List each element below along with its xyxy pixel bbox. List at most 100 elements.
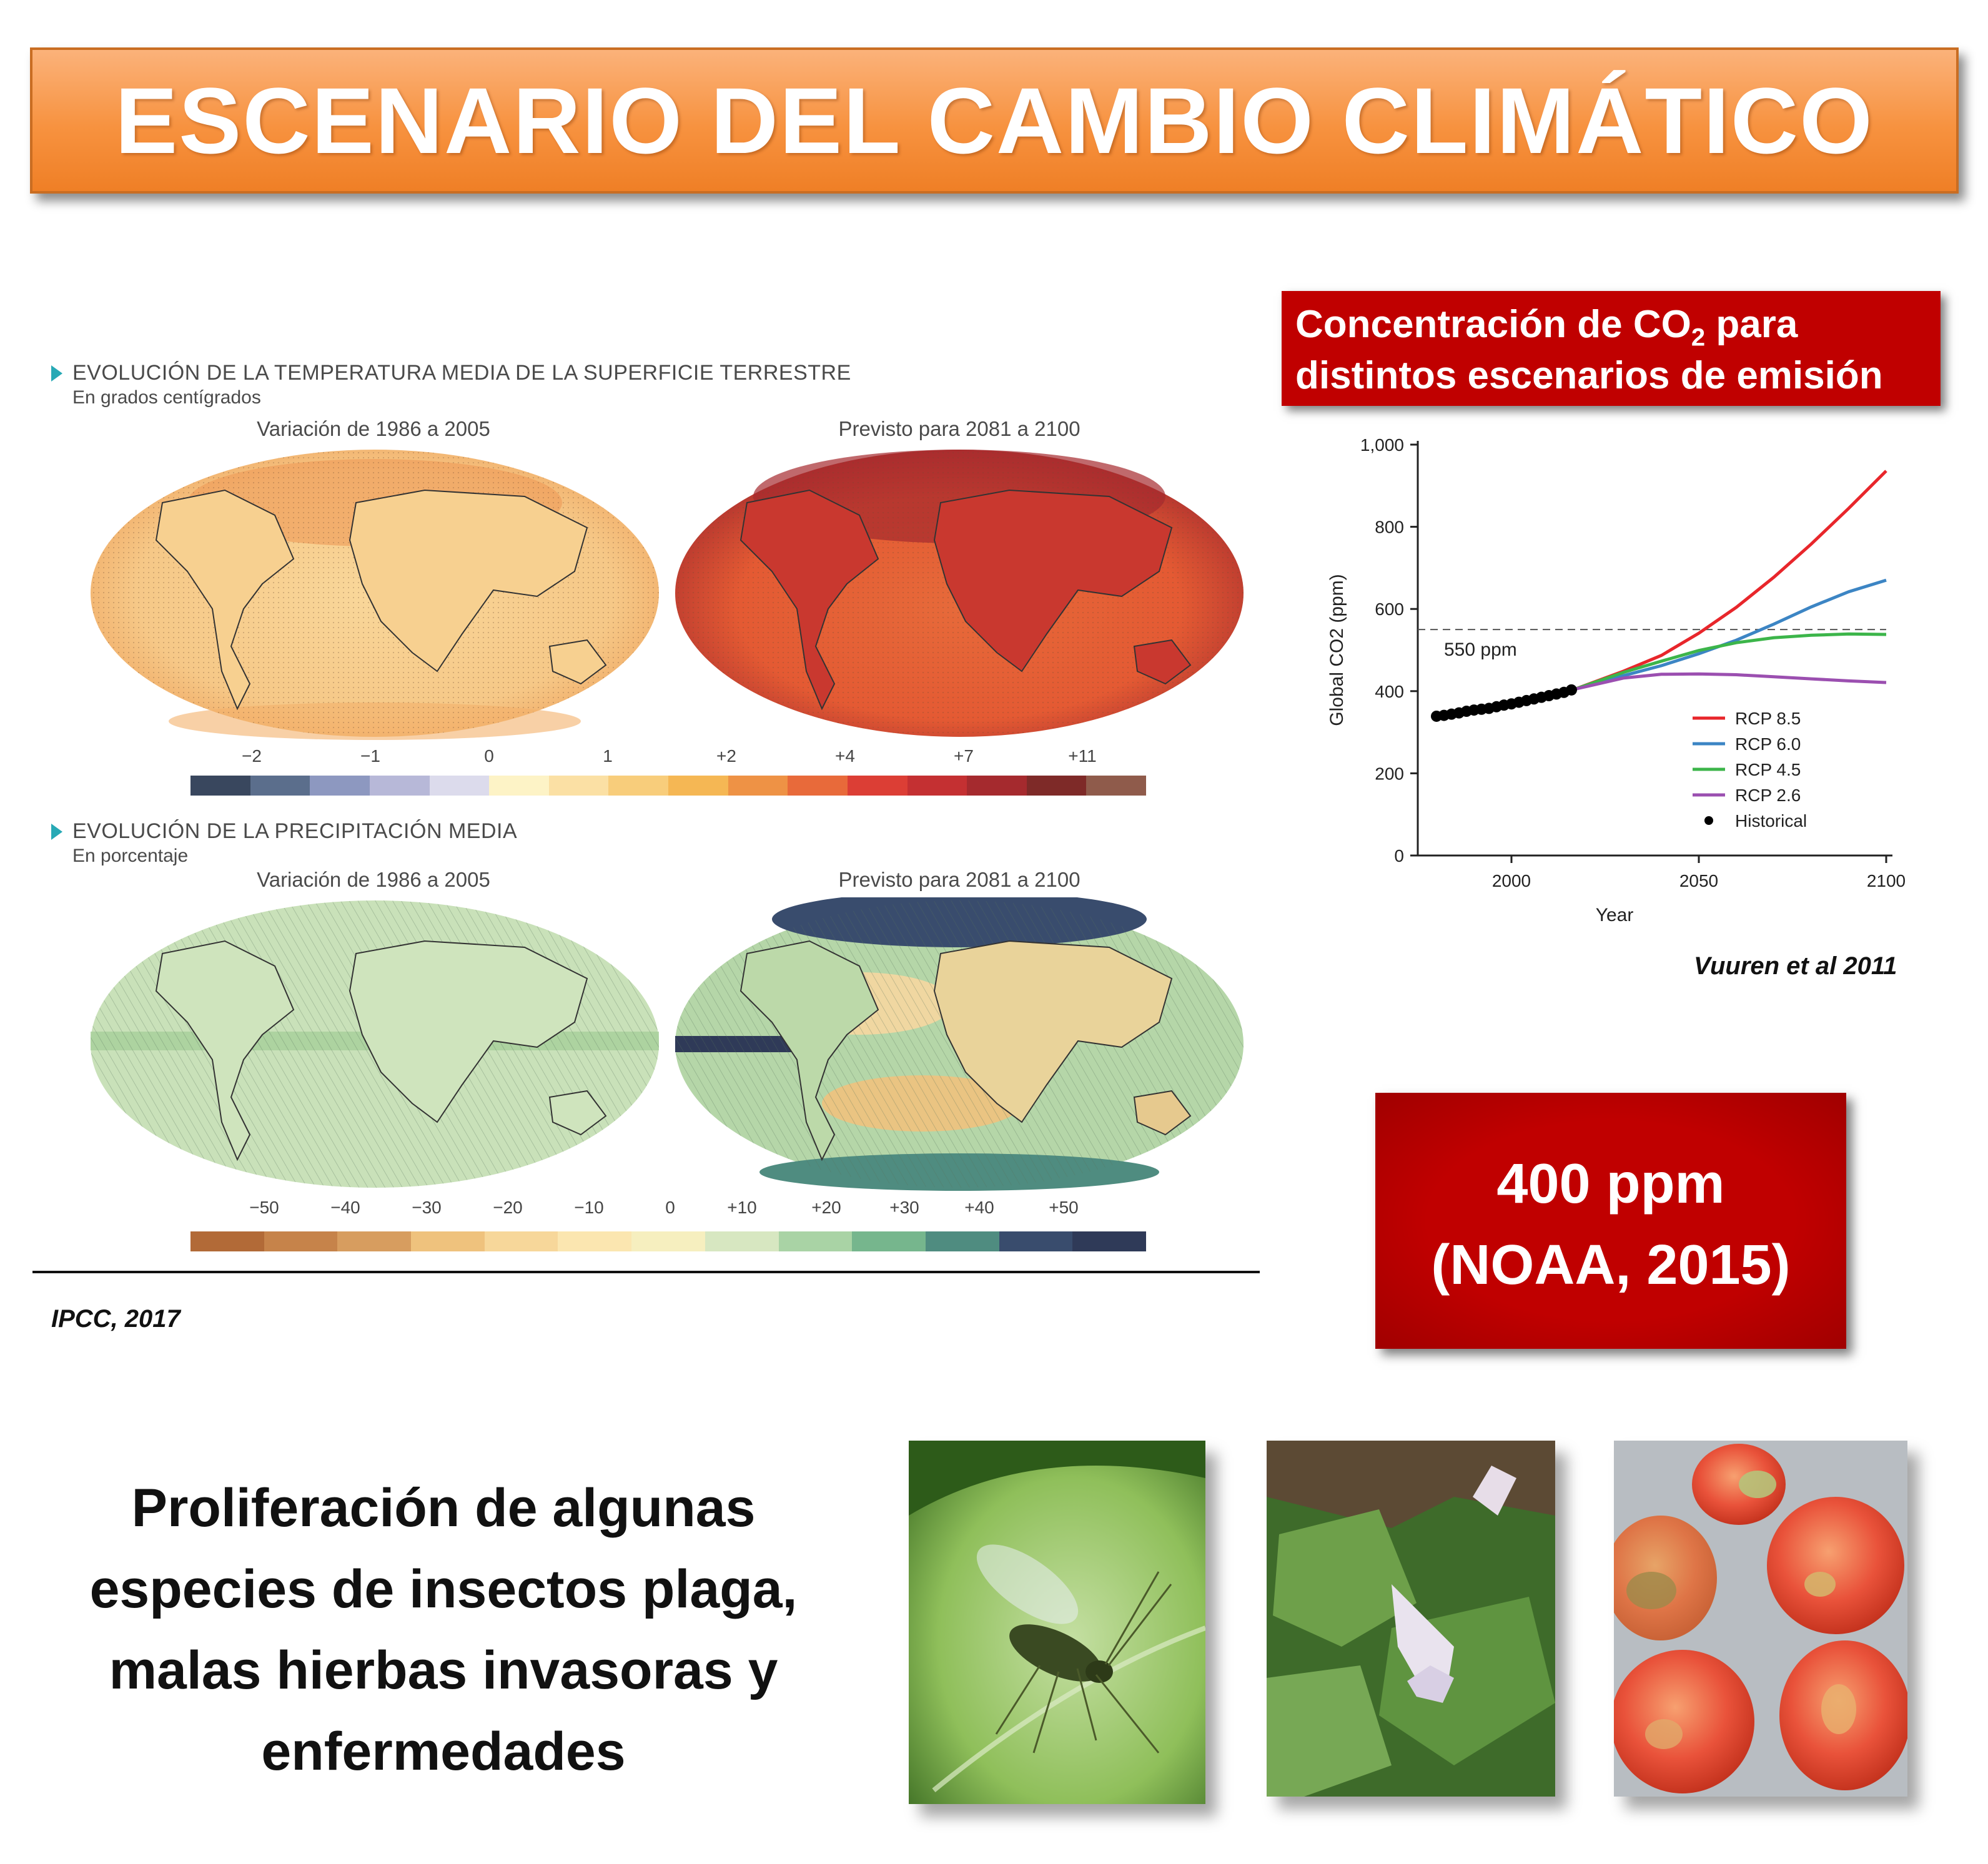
colorbar-swatch: [788, 776, 848, 796]
ppm-value: 400 ppm: [1496, 1153, 1725, 1215]
colorbar-swatch: [608, 776, 668, 796]
historical-point: [1566, 684, 1577, 696]
page-title: ESCENARIO DEL CAMBIO CLIMÁTICO: [115, 67, 1874, 173]
colorbar-swatch: [925, 1231, 999, 1251]
ipcc-source: IPCC, 2017: [51, 1305, 181, 1333]
reference-line-label: 550 ppm: [1444, 639, 1517, 660]
colorbar-swatch: [250, 776, 310, 796]
precip-colorbar: [190, 1231, 1146, 1251]
colorbar-swatch: [668, 776, 728, 796]
temp-heading: EVOLUCIÓN DE LA TEMPERATURA MEDIA DE LA …: [72, 361, 851, 385]
statement-line: enfermedades: [261, 1722, 626, 1782]
precip-map-historical: [91, 900, 659, 1188]
colorbar-swatch: [1086, 776, 1146, 796]
colorbar-swatch: [1072, 1231, 1146, 1251]
title-banner: ESCENARIO DEL CAMBIO CLIMÁTICO: [30, 47, 1959, 194]
temp-tick: +2: [716, 746, 736, 766]
temp-tick: 1: [603, 746, 613, 766]
colorbar-swatch: [728, 776, 788, 796]
temp-tick: +7: [954, 746, 974, 766]
colorbar-swatch: [558, 1231, 632, 1251]
diseased-tomatoes-photo: [1614, 1441, 1907, 1797]
section-arrow-icon: [51, 824, 62, 840]
colorbar-swatch: [847, 776, 907, 796]
series-line-rcp26: [1575, 672, 1887, 691]
colorbar-swatch: [778, 1231, 853, 1251]
colorbar-swatch: [852, 1231, 926, 1251]
temp-caption-right: Previsto para 2081 a 2100: [838, 417, 1081, 440]
colorbar-swatch: [489, 776, 549, 796]
precip-tick: +50: [1049, 1198, 1079, 1217]
temp-units: En grados centígrados: [72, 387, 261, 408]
co2-line-chart: 0 200 400 600 800 1,000 2000 2050 2100 Year Global…: [1327, 435, 1906, 925]
colorbar-swatch: [310, 776, 370, 796]
colorbar-swatch: [907, 776, 967, 796]
datura-weed-photo: [1267, 1441, 1555, 1797]
legend-swatch: [1704, 816, 1713, 825]
ipcc-figure: EVOLUCIÓN DE LA TEMPERATURA MEDIA DE LA …: [0, 0, 1274, 1374]
temp-tick: −2: [242, 746, 262, 766]
precip-tick: −50: [249, 1198, 279, 1217]
temp-map-projected: [675, 450, 1244, 737]
co2-heading-pre: Concentración de CO: [1295, 303, 1691, 346]
legend-label: Historical: [1735, 811, 1807, 831]
y-tick-label: 200: [1375, 764, 1404, 783]
colorbar-swatch: [1026, 776, 1087, 796]
ppm-source: (NOAA, 2015): [1431, 1234, 1791, 1296]
legend-label: RCP 4.5: [1735, 760, 1801, 779]
co2-heading-sub: 2: [1691, 323, 1706, 352]
colorbar-swatch: [411, 1231, 485, 1251]
precip-tick: −40: [330, 1198, 360, 1217]
precip-scale-ticks: −50 −40 −30 −20 −10 0 +10 +20 +30 +40 +5…: [0, 1198, 1249, 1223]
precip-tick: +30: [889, 1198, 919, 1217]
colorbar-swatch: [264, 1231, 338, 1251]
statement-line: malas hierbas invasoras y: [109, 1640, 778, 1700]
precip-tick: 0: [665, 1198, 675, 1217]
legend-label: RCP 6.0: [1735, 734, 1801, 754]
colorbar-swatch: [337, 1231, 412, 1251]
y-tick-label: 600: [1375, 599, 1404, 619]
colorbar-swatch: [190, 1231, 264, 1251]
series-line-rcp85: [1575, 470, 1887, 691]
precip-caption-right: Previsto para 2081 a 2100: [838, 868, 1081, 891]
co2-heading-line2: distintos escenarios de emisión: [1295, 354, 1883, 397]
colorbar-swatch: [705, 1231, 779, 1251]
colorbar-swatch: [631, 1231, 705, 1251]
precip-tick: −20: [493, 1198, 523, 1217]
aphid-photo: [909, 1441, 1205, 1804]
x-axis-label: Year: [1596, 905, 1634, 925]
precip-tick: +40: [964, 1198, 994, 1217]
colorbar-swatch: [429, 776, 490, 796]
precip-units: En porcentaje: [72, 846, 189, 866]
colorbar-swatch: [369, 776, 430, 796]
ppm-highlight-box: 400 ppm (NOAA, 2015): [1375, 1093, 1846, 1349]
colorbar-swatch: [484, 1231, 558, 1251]
temp-tick: +11: [1068, 746, 1097, 766]
section-arrow-icon: [51, 365, 62, 382]
y-tick-label: 1,000: [1360, 435, 1404, 455]
series-line-rcp45: [1575, 632, 1887, 691]
co2-heading-box: Concentración de CO2 para distintos esce…: [1282, 291, 1941, 406]
statement-line: especies de insectos plaga,: [89, 1559, 798, 1619]
y-tick-label: 0: [1394, 846, 1404, 865]
colorbar-swatch: [999, 1231, 1073, 1251]
y-tick-label: 400: [1375, 682, 1404, 701]
colorbar-swatch: [548, 776, 609, 796]
precip-map-projected: [675, 897, 1244, 1191]
legend-label: RCP 8.5: [1735, 709, 1801, 728]
precip-caption-left: Variación de 1986 a 2005: [257, 868, 490, 891]
precip-heading: EVOLUCIÓN DE LA PRECIPITACIÓN MEDIA: [72, 819, 518, 843]
precip-tick: −10: [574, 1198, 604, 1217]
temp-tick: −1: [360, 746, 380, 766]
divider-line: [32, 1271, 1260, 1273]
temp-colorbar: [190, 776, 1146, 796]
temp-tick: 0: [484, 746, 494, 766]
temp-tick: +4: [835, 746, 855, 766]
temp-caption-left: Variación de 1986 a 2005: [257, 417, 490, 440]
co2-heading-line1: Concentración de CO2 para: [1295, 302, 1798, 352]
statement-line: Proliferación de algunas: [131, 1478, 756, 1538]
chart-source: Vuuren et al 2011: [1694, 952, 1897, 980]
colorbar-swatch: [967, 776, 1027, 796]
x-tick-label: 2100: [1867, 871, 1906, 890]
precip-tick: +10: [727, 1198, 757, 1217]
